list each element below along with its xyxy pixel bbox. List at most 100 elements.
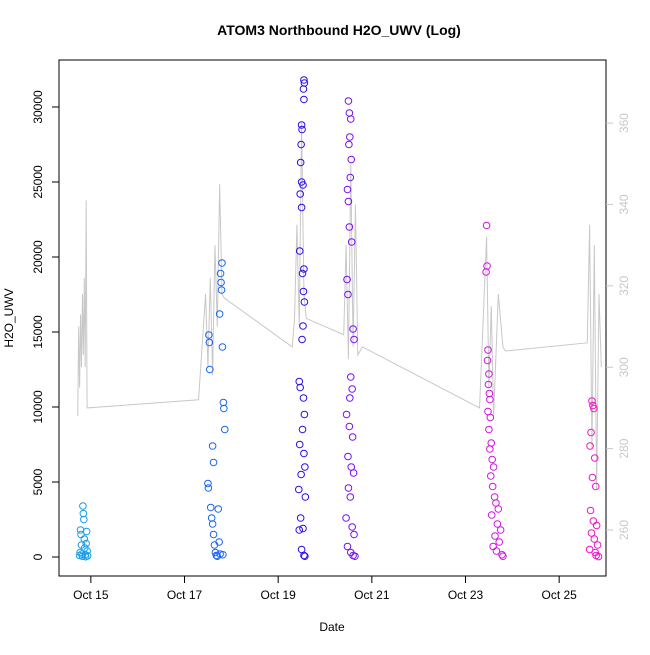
point	[350, 335, 358, 344]
point	[590, 454, 599, 462]
point	[300, 265, 308, 273]
plot-frame	[58, 59, 607, 577]
point	[347, 238, 356, 246]
point	[346, 394, 354, 402]
point	[348, 385, 356, 393]
point	[344, 97, 353, 105]
point	[587, 529, 596, 537]
point	[294, 485, 303, 494]
point	[300, 298, 309, 306]
point	[208, 520, 217, 528]
point	[298, 335, 306, 344]
point	[300, 79, 309, 87]
point	[205, 365, 214, 374]
point	[80, 515, 88, 524]
point	[82, 539, 90, 548]
point	[209, 458, 218, 467]
point	[297, 121, 306, 129]
point	[298, 269, 307, 278]
point	[204, 484, 213, 492]
point	[495, 538, 504, 546]
point	[344, 484, 353, 492]
point	[300, 449, 308, 458]
point	[485, 389, 494, 398]
point	[486, 445, 494, 453]
point	[80, 535, 89, 543]
point	[344, 452, 352, 461]
point	[494, 505, 503, 513]
point	[296, 383, 304, 392]
point	[83, 547, 91, 555]
point	[482, 268, 490, 276]
point	[206, 503, 215, 512]
point	[301, 552, 309, 561]
point	[297, 470, 305, 479]
point	[348, 523, 356, 531]
y-tick-label: 5000	[31, 468, 45, 495]
point	[204, 479, 212, 488]
point	[346, 173, 355, 182]
x-tick-label: Oct 23	[448, 588, 484, 602]
y2-tick-label: 320	[617, 276, 631, 296]
point	[300, 551, 308, 560]
point	[487, 511, 496, 519]
y-tick-label: 30000	[31, 90, 45, 124]
x-tick-label: Oct 25	[541, 588, 577, 602]
point	[207, 514, 216, 522]
point	[79, 509, 88, 518]
point	[342, 514, 350, 522]
point	[345, 223, 354, 231]
point	[589, 517, 598, 525]
x-axis-label: Date	[319, 620, 345, 634]
point	[586, 506, 595, 515]
point	[499, 552, 507, 561]
point	[586, 442, 594, 450]
point	[351, 552, 359, 561]
point	[589, 401, 597, 410]
point	[488, 455, 496, 464]
x-tick-label: Oct 17	[167, 588, 203, 602]
y2-tick-label: 340	[617, 194, 631, 214]
point	[349, 469, 358, 477]
point	[295, 377, 304, 386]
y2-tick-label: 300	[617, 357, 631, 377]
point	[345, 140, 353, 149]
point	[591, 482, 600, 491]
point	[484, 346, 492, 354]
x-tick-label: Oct 21	[354, 588, 390, 602]
y-tick-label: 25000	[31, 165, 45, 199]
y-tick-label: 15000	[31, 315, 45, 349]
x-tick-label: Oct 19	[260, 588, 296, 602]
point	[343, 275, 351, 284]
point	[345, 422, 354, 431]
point	[483, 356, 492, 365]
point	[296, 514, 305, 522]
y-tick-label: 20000	[31, 240, 45, 274]
point	[486, 395, 494, 404]
chart-title: ATOM3 Northbound H2O_UWV (Log)	[217, 22, 461, 38]
point	[219, 398, 228, 407]
point	[590, 404, 598, 413]
y2-tick-label: 280	[617, 438, 631, 458]
point	[76, 548, 84, 557]
point	[347, 155, 356, 164]
point	[208, 442, 217, 450]
y-axis-label: H2O_UWV	[2, 288, 16, 347]
point	[486, 413, 495, 422]
point	[211, 548, 220, 557]
point	[350, 530, 358, 539]
line	[77, 123, 602, 490]
point	[485, 425, 493, 434]
point	[215, 538, 223, 546]
point	[299, 85, 308, 93]
point	[346, 493, 355, 501]
point	[295, 247, 304, 255]
point	[344, 290, 352, 299]
point	[83, 551, 92, 560]
point	[493, 520, 502, 528]
y2-tick-label: 360	[617, 113, 631, 133]
point	[299, 524, 307, 533]
point	[219, 550, 227, 559]
point	[348, 433, 357, 441]
point	[590, 535, 599, 543]
